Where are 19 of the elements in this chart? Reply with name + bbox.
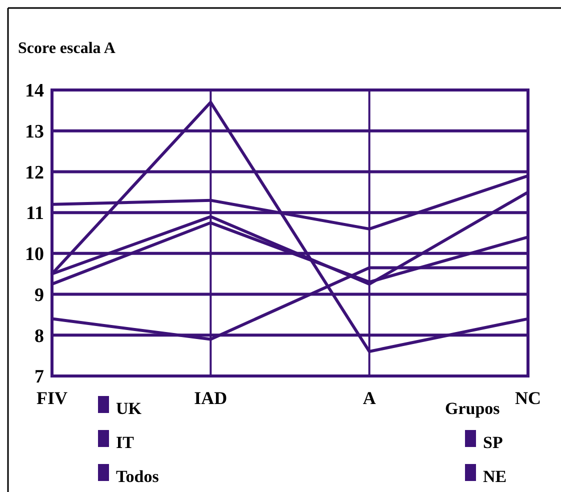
y-tick-label: 8 <box>34 326 44 347</box>
x-tick-label: A <box>362 388 376 408</box>
legend-title: Grupos <box>445 399 500 418</box>
y-tick-label: 14 <box>25 80 44 102</box>
legend-label: IT <box>116 433 135 452</box>
x-tick-label: IAD <box>194 388 228 408</box>
y-tick-label: 10 <box>25 244 44 266</box>
x-tick-label: FIV <box>36 388 68 408</box>
y-tick-label: 9 <box>34 284 44 306</box>
legend-label: UK <box>116 399 142 418</box>
y-tick-label: 11 <box>26 203 44 224</box>
x-tick-label: NC <box>515 388 541 408</box>
y-axis-title: Score escala A <box>18 40 116 57</box>
legend-label: Todos <box>116 467 160 486</box>
y-tick-label: 7 <box>34 366 44 388</box>
legend-label: SP <box>483 433 503 452</box>
y-tick-label: 13 <box>25 122 44 143</box>
legend-label: NE <box>483 467 507 486</box>
y-tick-label: 12 <box>25 162 44 184</box>
